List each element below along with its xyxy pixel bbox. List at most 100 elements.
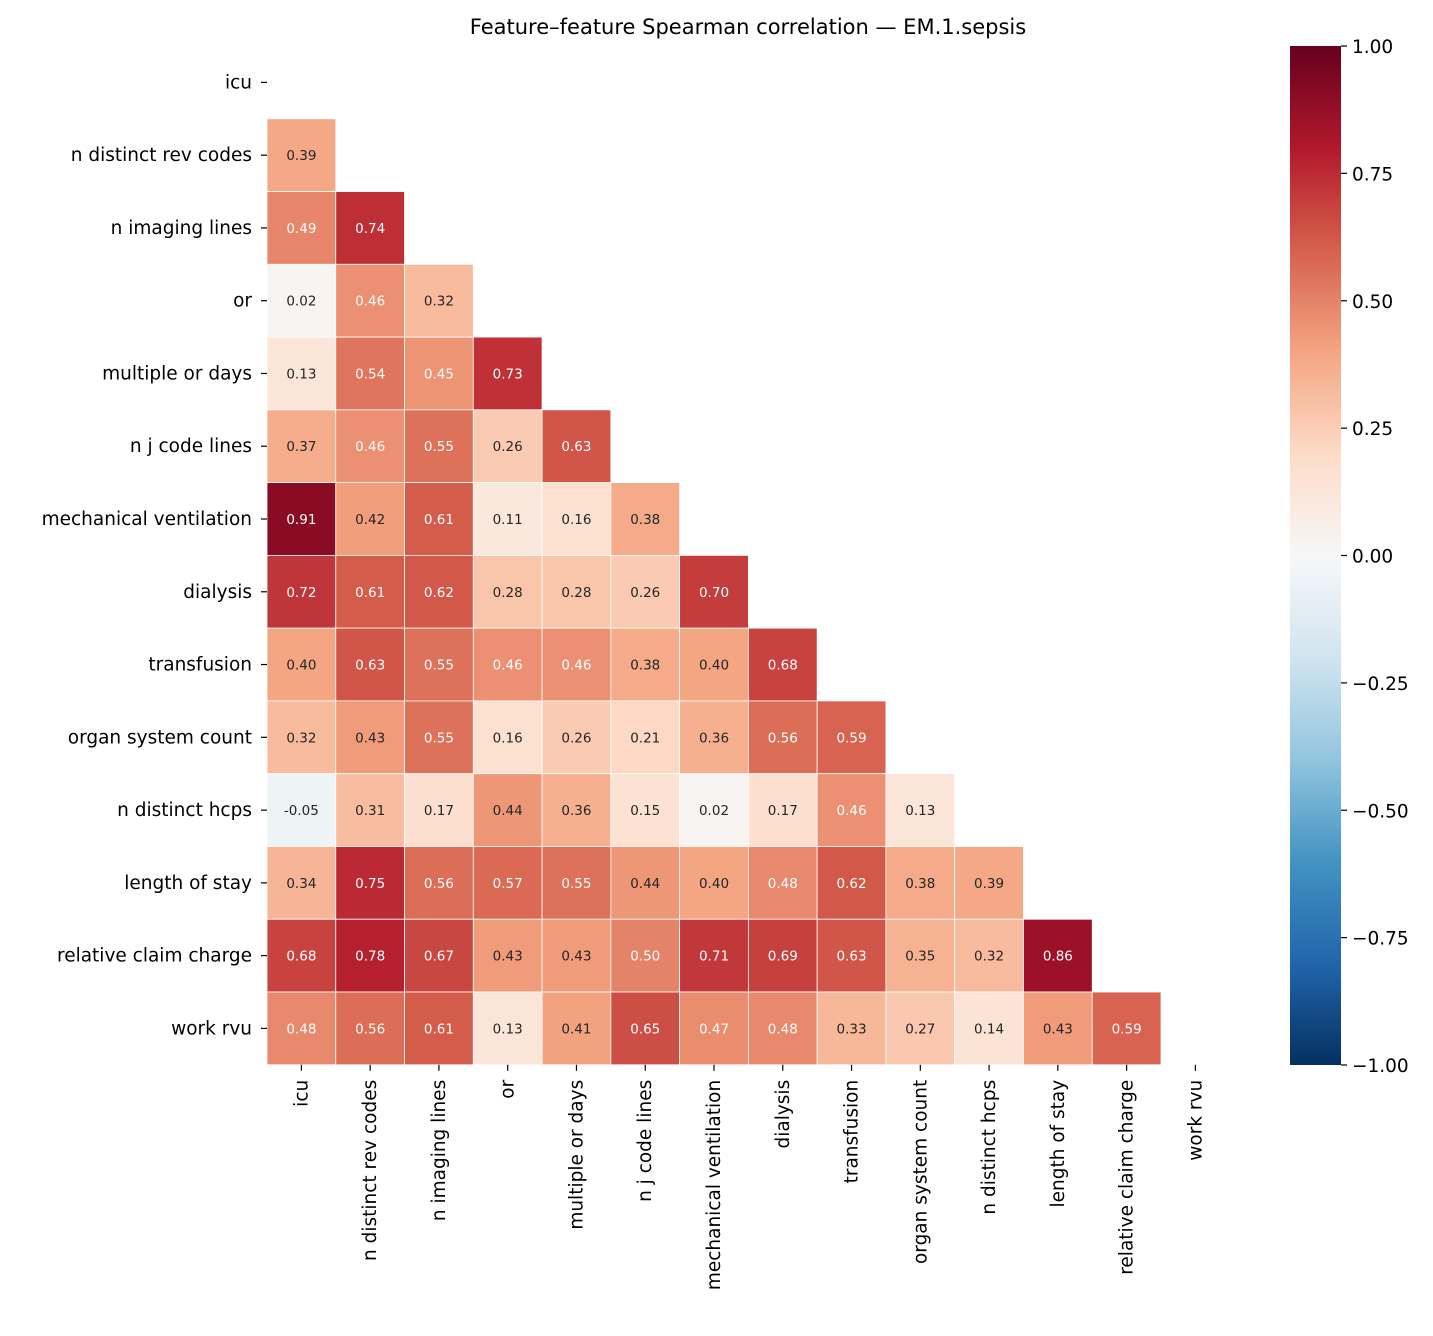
heatmap-cell [885,918,956,993]
heatmap-cell [335,846,405,920]
heatmap-cell [679,991,749,1066]
cell-value-label: 0.55 [424,439,454,455]
heatmap-cell [335,482,405,556]
cell-value-label: 0.72 [286,585,316,601]
colorbar-tick-label: 0.50 [1352,292,1393,313]
cell-value-label: 0.55 [424,658,454,674]
x-tick-label: dialysis [773,1080,794,1149]
heatmap-cell [266,191,337,265]
cell-value-label: 0.38 [630,658,660,674]
cell-value-label: 0.11 [493,512,523,528]
cell-value-label: 0.65 [630,1021,660,1037]
cell-value-label: 0.16 [561,512,591,528]
y-tick-label: length of stay [124,873,252,894]
heatmap-cell [472,773,543,847]
heatmap-cell [266,846,337,920]
x-tick-label: work rvu [1185,1080,1206,1161]
heatmap-cell [679,918,749,993]
cell-value-label: 0.70 [699,585,729,601]
cell-value-label: 0.39 [286,148,316,164]
cell-value-label: 0.62 [837,876,867,892]
cell-value-label: 0.46 [561,658,591,674]
heatmap-cell [404,263,474,338]
heatmap-cell [266,991,337,1066]
y-tick-label: transfusion [148,655,252,676]
heatmap-cell [472,991,543,1066]
x-tick-label: n imaging lines [429,1080,450,1221]
heatmap-cell [747,918,818,993]
x-tick-label: n distinct rev codes [360,1080,381,1261]
cell-value-label: 0.75 [355,876,385,892]
heatmap-cell [472,846,543,920]
heatmap-cell [1091,991,1162,1066]
heatmap-cell [404,991,474,1066]
cell-value-label: 0.39 [974,876,1004,892]
heatmap-cell [816,918,887,993]
heatmap-cell [335,554,405,629]
cell-value-label: 0.13 [286,366,316,382]
cell-value-label: 0.46 [355,294,385,310]
cell-value-label: 0.13 [493,1021,523,1037]
cell-value-label: 0.02 [286,294,316,310]
heatmap-cell [266,918,337,993]
cell-value-label: 0.40 [286,658,316,674]
cell-value-label: 0.41 [561,1021,591,1037]
cell-value-label: 0.36 [561,803,591,819]
cell-value-label: 0.17 [768,803,798,819]
x-tick-label: length of stay [1048,1080,1069,1208]
heatmap-cell [747,773,818,847]
heatmap-cell [472,554,543,629]
colorbar-tick-label: −0.50 [1352,801,1409,822]
cell-value-label: 0.32 [424,294,454,310]
cell-value-label: 0.02 [699,803,729,819]
cell-value-label: 0.61 [355,585,385,601]
heatmap-cell [541,773,612,847]
x-tick-label: or [498,1079,519,1098]
cell-value-label: 0.48 [286,1021,316,1037]
heatmap-cell [954,918,1024,993]
cell-value-label: 0.37 [286,439,316,455]
cell-value-label: 0.42 [355,512,385,528]
heatmap-cell [472,918,543,993]
colorbar-tick-label: −0.25 [1352,674,1409,695]
cell-value-label: 0.56 [355,1021,385,1037]
y-tick-label: multiple or days [102,363,252,384]
cell-value-label: 0.59 [1112,1021,1142,1037]
heatmap-cell [541,409,612,484]
cell-value-label: 0.33 [837,1021,867,1037]
cell-value-label: 0.28 [493,585,523,601]
colorbar-tick-label: 0.25 [1352,419,1393,440]
heatmap-cells: 0.39 0.49 0.74 0.02 0.46 0.32 0.13 0.54 0.45 0.73… [266,118,1162,1066]
cell-value-label: 0.49 [286,221,316,237]
cell-value-label: 0.14 [974,1021,1004,1037]
cell-value-label: 0.74 [355,221,385,237]
heatmap-cell [472,409,543,484]
heatmap-cell [266,627,337,702]
cell-value-label: 0.43 [355,730,385,746]
heatmap-cell [816,700,887,775]
cell-value-label: 0.73 [493,366,523,382]
y-tick-label: dialysis [183,582,252,603]
heatmap-cell [335,700,405,775]
cell-value-label: 0.62 [424,585,454,601]
heatmap-cell [335,409,405,484]
chart-title: Feature–feature Spearman correlation — E… [470,15,1026,39]
cell-value-label: 0.50 [630,949,660,965]
cell-value-label: 0.78 [355,949,385,965]
heatmap-cell [816,846,887,920]
cell-value-label: 0.26 [630,585,660,601]
heatmap-cell [954,991,1024,1066]
heatmap-cell [266,554,337,629]
heatmap-cell [610,554,681,629]
heatmap-cell [747,991,818,1066]
heatmap-cell [816,991,887,1066]
cell-value-label: 0.63 [355,658,385,674]
heatmap-cell [335,773,405,847]
heatmap-cell [335,263,405,338]
cell-value-label: 0.44 [630,876,660,892]
cell-value-label: 0.15 [630,803,660,819]
heatmap-cell [885,773,956,847]
heatmap-cell [1023,918,1093,993]
cell-value-label: 0.61 [424,1021,454,1037]
